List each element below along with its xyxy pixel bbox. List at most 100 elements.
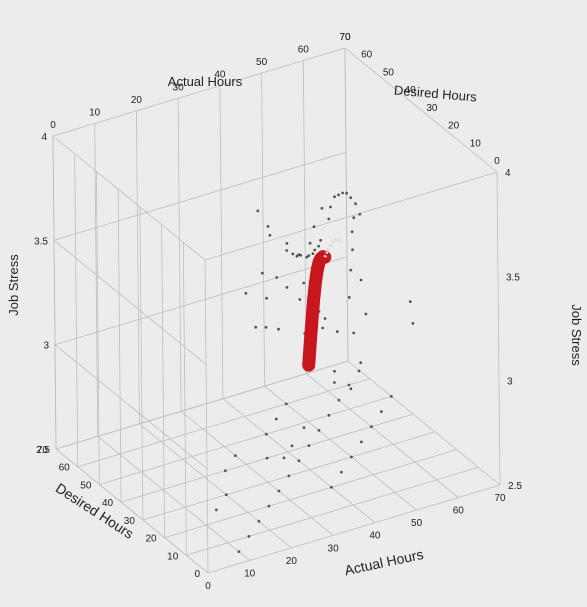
scatter-point [237,550,241,553]
y-tick-label-top: 0 [494,156,500,167]
y-tick-label-top: 20 [448,121,460,132]
wall-gridline [139,206,144,520]
scatter-point [268,233,272,237]
scatter-point [284,402,288,406]
scatter-point [302,281,306,285]
x-tick-label: 20 [286,556,298,567]
x-tick-label: 30 [328,543,340,554]
scatter-point [264,432,268,436]
scatter-point [390,395,393,398]
wall-gridline [54,344,208,470]
scatter-point [380,410,383,413]
scatter-point [335,330,339,333]
y-tick-label-top: 60 [361,50,373,61]
scatter-point [291,252,295,256]
scatter-point [327,413,331,417]
wall-gridline [136,110,140,424]
scatter-point [359,361,363,364]
scatter-point [275,276,279,279]
z-tick-label: 2.5 [508,481,522,492]
scatter-point [408,300,412,303]
scatter-point [247,535,251,538]
scatter-point [264,325,268,329]
scatter-point [349,196,353,200]
floor-gridline [99,396,392,485]
scatter-point [321,326,325,330]
x-tick-label: 70 [494,493,506,504]
scatter-point [266,225,270,228]
scatter-point [260,271,264,275]
y-tick-label-top: 10 [470,138,482,149]
scatter-point [274,417,278,421]
x-tick-label-top: 0 [50,120,56,131]
scatter-point [370,425,373,429]
grid-lines [52,47,501,574]
scatter-point [214,508,218,512]
scatter-point [341,191,344,195]
scatter-point [345,191,348,195]
scatter-point [285,286,289,289]
x-tick-label-top: 40 [214,70,226,81]
scatter-point [224,493,228,497]
scatter-point [347,296,351,299]
floor-gridline [77,378,370,468]
scatter-point [257,519,261,523]
scatter-point [327,217,331,221]
scatter-point [359,278,363,282]
wall-gridline [261,73,265,387]
scatter-point [234,454,237,457]
wall-gridline [96,171,100,485]
scatter-point [267,504,271,508]
z-tick-label: 3 [43,341,49,352]
wall-gridline [161,224,165,538]
z-axis-label-left: Job Stress [6,254,21,316]
scatter-point [307,444,311,447]
scatter-point [290,444,294,448]
scatter-point [224,469,227,473]
floor-gridline [306,373,459,498]
wall-gridline [55,360,349,450]
data-points [214,191,415,553]
z-tick-label: 3.5 [34,236,48,247]
scatter-point [329,205,332,209]
z-axis-label-right: Job Stress [569,304,584,366]
scatter-point [277,327,280,331]
scatter-point [265,456,269,460]
floor-gridline [164,449,457,538]
scatter-point [349,387,353,391]
frame-line [204,171,498,261]
y-axis-label-top: Desired Hours [393,82,478,104]
scatter-point [308,241,312,245]
y-tick-label: 0 [194,569,200,580]
x-axis-label-top: Actual Hours [168,74,243,89]
scatter-point [333,195,336,199]
y-tick-label: 30 [124,516,136,527]
scatter-point [347,383,351,387]
scatter-point [302,426,306,429]
tick-labels: 0102030405060700102030405060702.533.542.… [34,32,522,592]
wall-gridline [55,448,209,574]
scatter-point [360,440,363,444]
fit-curve [302,250,332,372]
frame-line [344,47,498,173]
scatter-point [285,249,289,252]
y-tick-label: 70 [37,445,49,456]
wall-gridline [177,98,182,412]
floor-gridline [139,423,292,549]
scatter-point [265,296,268,300]
scatter-point [254,325,258,329]
y-tick-label-top: 30 [426,103,438,114]
scatter-point [352,331,356,335]
y-tick-label: 50 [80,480,92,491]
scatter-point [340,470,343,474]
scatter-point [298,298,302,301]
frame-line [344,47,349,362]
y-tick-label: 10 [167,551,179,562]
floor-gridline [97,436,250,561]
scatter-point [311,252,315,256]
scatter-point [357,369,361,373]
scatter-point [352,216,356,220]
z-tick-label: 2.5 [36,445,50,456]
scatter-point [364,312,368,316]
